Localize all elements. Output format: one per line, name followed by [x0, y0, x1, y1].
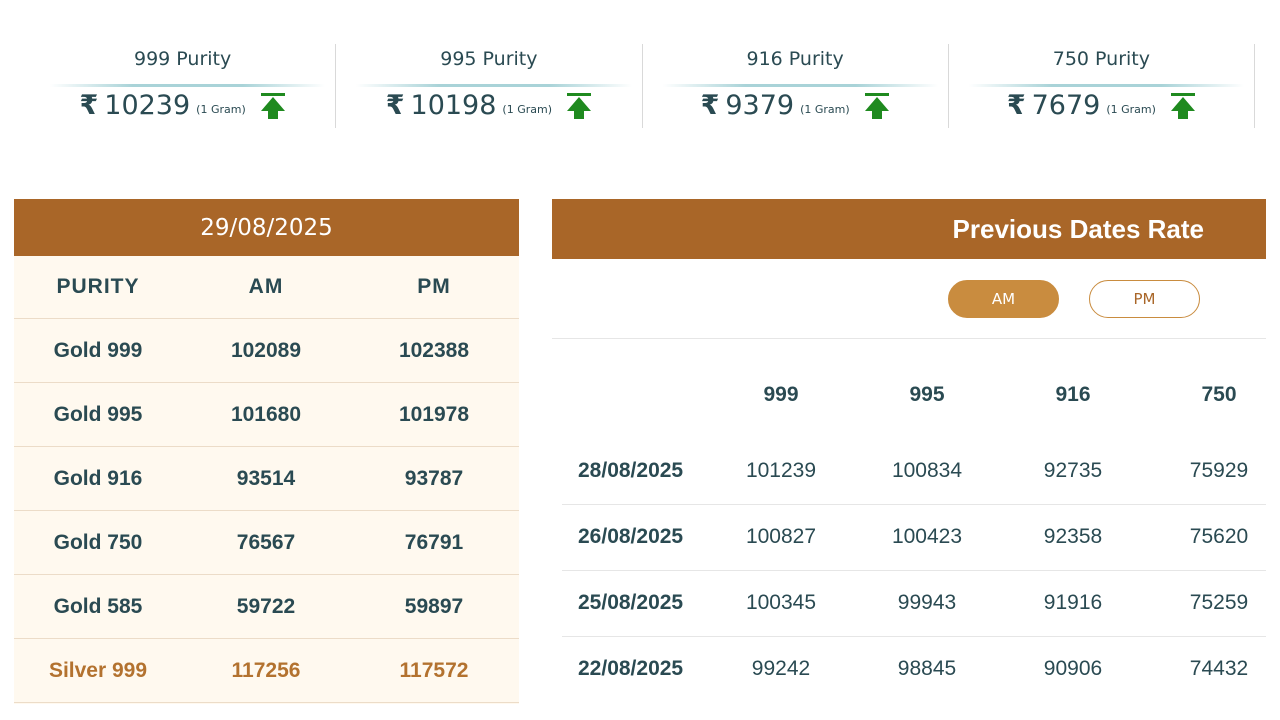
row-date: 22/08/2025	[578, 657, 684, 680]
up-arrow-icon	[567, 92, 592, 119]
up-arrow-icon	[260, 92, 285, 119]
purity-label: Gold 999	[53, 338, 143, 362]
previous-table-header: 999 995 916 750	[552, 383, 1266, 413]
am-rate: 102089	[230, 338, 302, 362]
am-rate: 93514	[236, 466, 296, 490]
price-unit: (1 Gram)	[502, 103, 553, 116]
purity-title: 999 Purity	[133, 48, 232, 70]
column-header-am: AM	[248, 275, 284, 298]
price-value: 10239	[104, 90, 191, 121]
table-row: Gold 995 101680 101978	[14, 383, 519, 447]
pm-rate: 102388	[398, 338, 470, 362]
rate-999: 101239	[745, 459, 817, 482]
am-rate: 76567	[236, 530, 296, 554]
purity-strip: 999 Purity ₹ 10239 (1 Gram) 995 Purity ₹…	[30, 44, 1255, 128]
pm-rate: 117572	[399, 658, 469, 682]
table-row: 25/08/2025 100345 99943 91916 75259	[562, 571, 1266, 637]
purity-price: ₹ 7679 (1 Gram)	[949, 90, 1254, 121]
purity-card-995: 995 Purity ₹ 10198 (1 Gram)	[336, 44, 643, 128]
rate-995: 98845	[897, 657, 957, 680]
purity-title: 995 Purity	[440, 48, 538, 70]
table-row: Gold 750 76567 76791	[14, 511, 519, 575]
purity-divider	[662, 84, 938, 87]
table-row: 22/08/2025 99242 98845 90906 74432	[562, 637, 1266, 703]
purity-price: ₹ 10239 (1 Gram)	[30, 90, 335, 121]
rate-750: 75259	[1189, 591, 1249, 614]
purity-label: Gold 750	[53, 530, 143, 554]
rate-750: 75620	[1189, 525, 1249, 548]
rate-916: 92735	[1043, 459, 1103, 482]
previous-dates-panel: Previous Dates Rate AM PM 999 995 916 75…	[552, 199, 1266, 704]
rate-916: 90906	[1043, 657, 1103, 680]
purity-card-916: 916 Purity ₹ 9379 (1 Gram)	[643, 44, 949, 128]
pm-rate: 93787	[404, 466, 464, 490]
price-unit: (1 Gram)	[1106, 103, 1156, 116]
row-date: 28/08/2025	[578, 459, 684, 482]
row-date: 25/08/2025	[578, 591, 684, 614]
purity-title: 916 Purity	[746, 48, 844, 70]
pm-rate: 101978	[398, 402, 470, 426]
rupee-icon: ₹	[385, 90, 405, 121]
rate-750: 75929	[1189, 459, 1249, 482]
rate-750: 74432	[1189, 657, 1249, 680]
rate-999: 99242	[751, 657, 811, 680]
column-header-995: 995	[909, 383, 945, 406]
column-header-999: 999	[763, 383, 799, 406]
table-row-silver: Silver 999 117256 117572	[14, 639, 519, 703]
up-arrow-icon	[1170, 92, 1195, 119]
am-rate: 117256	[231, 658, 301, 682]
am-rate: 101680	[230, 402, 302, 426]
pm-rate: 59897	[404, 594, 464, 618]
rate-995: 99943	[897, 591, 957, 614]
purity-card-999: 999 Purity ₹ 10239 (1 Gram)	[30, 44, 337, 128]
column-header-purity: PURITY	[56, 275, 140, 298]
purity-label: Silver 999	[48, 658, 148, 682]
table-row: 26/08/2025 100827 100423 92358 75620	[562, 505, 1266, 571]
pm-rate: 76791	[404, 530, 464, 554]
price-value: 10198	[410, 90, 497, 121]
purity-label: Gold 916	[53, 466, 143, 490]
rate-999: 100345	[745, 591, 817, 614]
up-arrow-icon	[864, 92, 889, 119]
purity-divider	[50, 84, 326, 87]
purity-title: 750 Purity	[1052, 48, 1150, 70]
purity-price: ₹ 9379 (1 Gram)	[643, 90, 948, 121]
previous-dates-title: Previous Dates Rate	[552, 199, 1266, 259]
rupee-icon: ₹	[700, 90, 720, 121]
previous-table-body: 28/08/2025 101239 100834 92735 75929 26/…	[562, 439, 1266, 703]
purity-price: ₹ 10198 (1 Gram)	[336, 90, 641, 121]
rupee-icon: ₹	[79, 90, 99, 121]
table-row: Gold 999 102089 102388	[14, 319, 519, 383]
am-toggle-button[interactable]: AM	[948, 280, 1059, 318]
rate-916: 92358	[1043, 525, 1103, 548]
purity-divider	[356, 84, 632, 87]
column-header-750: 750	[1201, 383, 1237, 406]
rate-995: 100834	[891, 459, 963, 482]
row-date: 26/08/2025	[578, 525, 684, 548]
rupee-icon: ₹	[1006, 90, 1026, 121]
column-header-916: 916	[1055, 383, 1091, 406]
column-header-pm: PM	[417, 275, 451, 298]
am-rate: 59722	[236, 594, 296, 618]
price-value: 9379	[725, 90, 795, 121]
table-row: 28/08/2025 101239 100834 92735 75929	[562, 439, 1266, 505]
today-rates-table: 29/08/2025 PURITY AM PM Gold 999 102089 …	[14, 199, 519, 704]
rate-995: 100423	[891, 525, 963, 548]
table-header-row: PURITY AM PM	[14, 256, 519, 319]
pm-toggle-button[interactable]: PM	[1089, 280, 1200, 318]
table-row: Gold 916 93514 93787	[14, 447, 519, 511]
purity-label: Gold 585	[53, 594, 143, 618]
price-unit: (1 Gram)	[196, 103, 246, 116]
today-date: 29/08/2025	[14, 199, 519, 256]
purity-label: Gold 995	[53, 402, 143, 426]
price-value: 7679	[1031, 90, 1101, 121]
table-row: Gold 585 59722 59897	[14, 575, 519, 639]
purity-divider	[968, 84, 1244, 87]
rate-999: 100827	[745, 525, 817, 548]
purity-card-750: 750 Purity ₹ 7679 (1 Gram)	[949, 44, 1255, 128]
price-unit: (1 Gram)	[800, 103, 850, 116]
session-toggle: AM PM	[552, 259, 1266, 339]
rate-916: 91916	[1043, 591, 1103, 614]
